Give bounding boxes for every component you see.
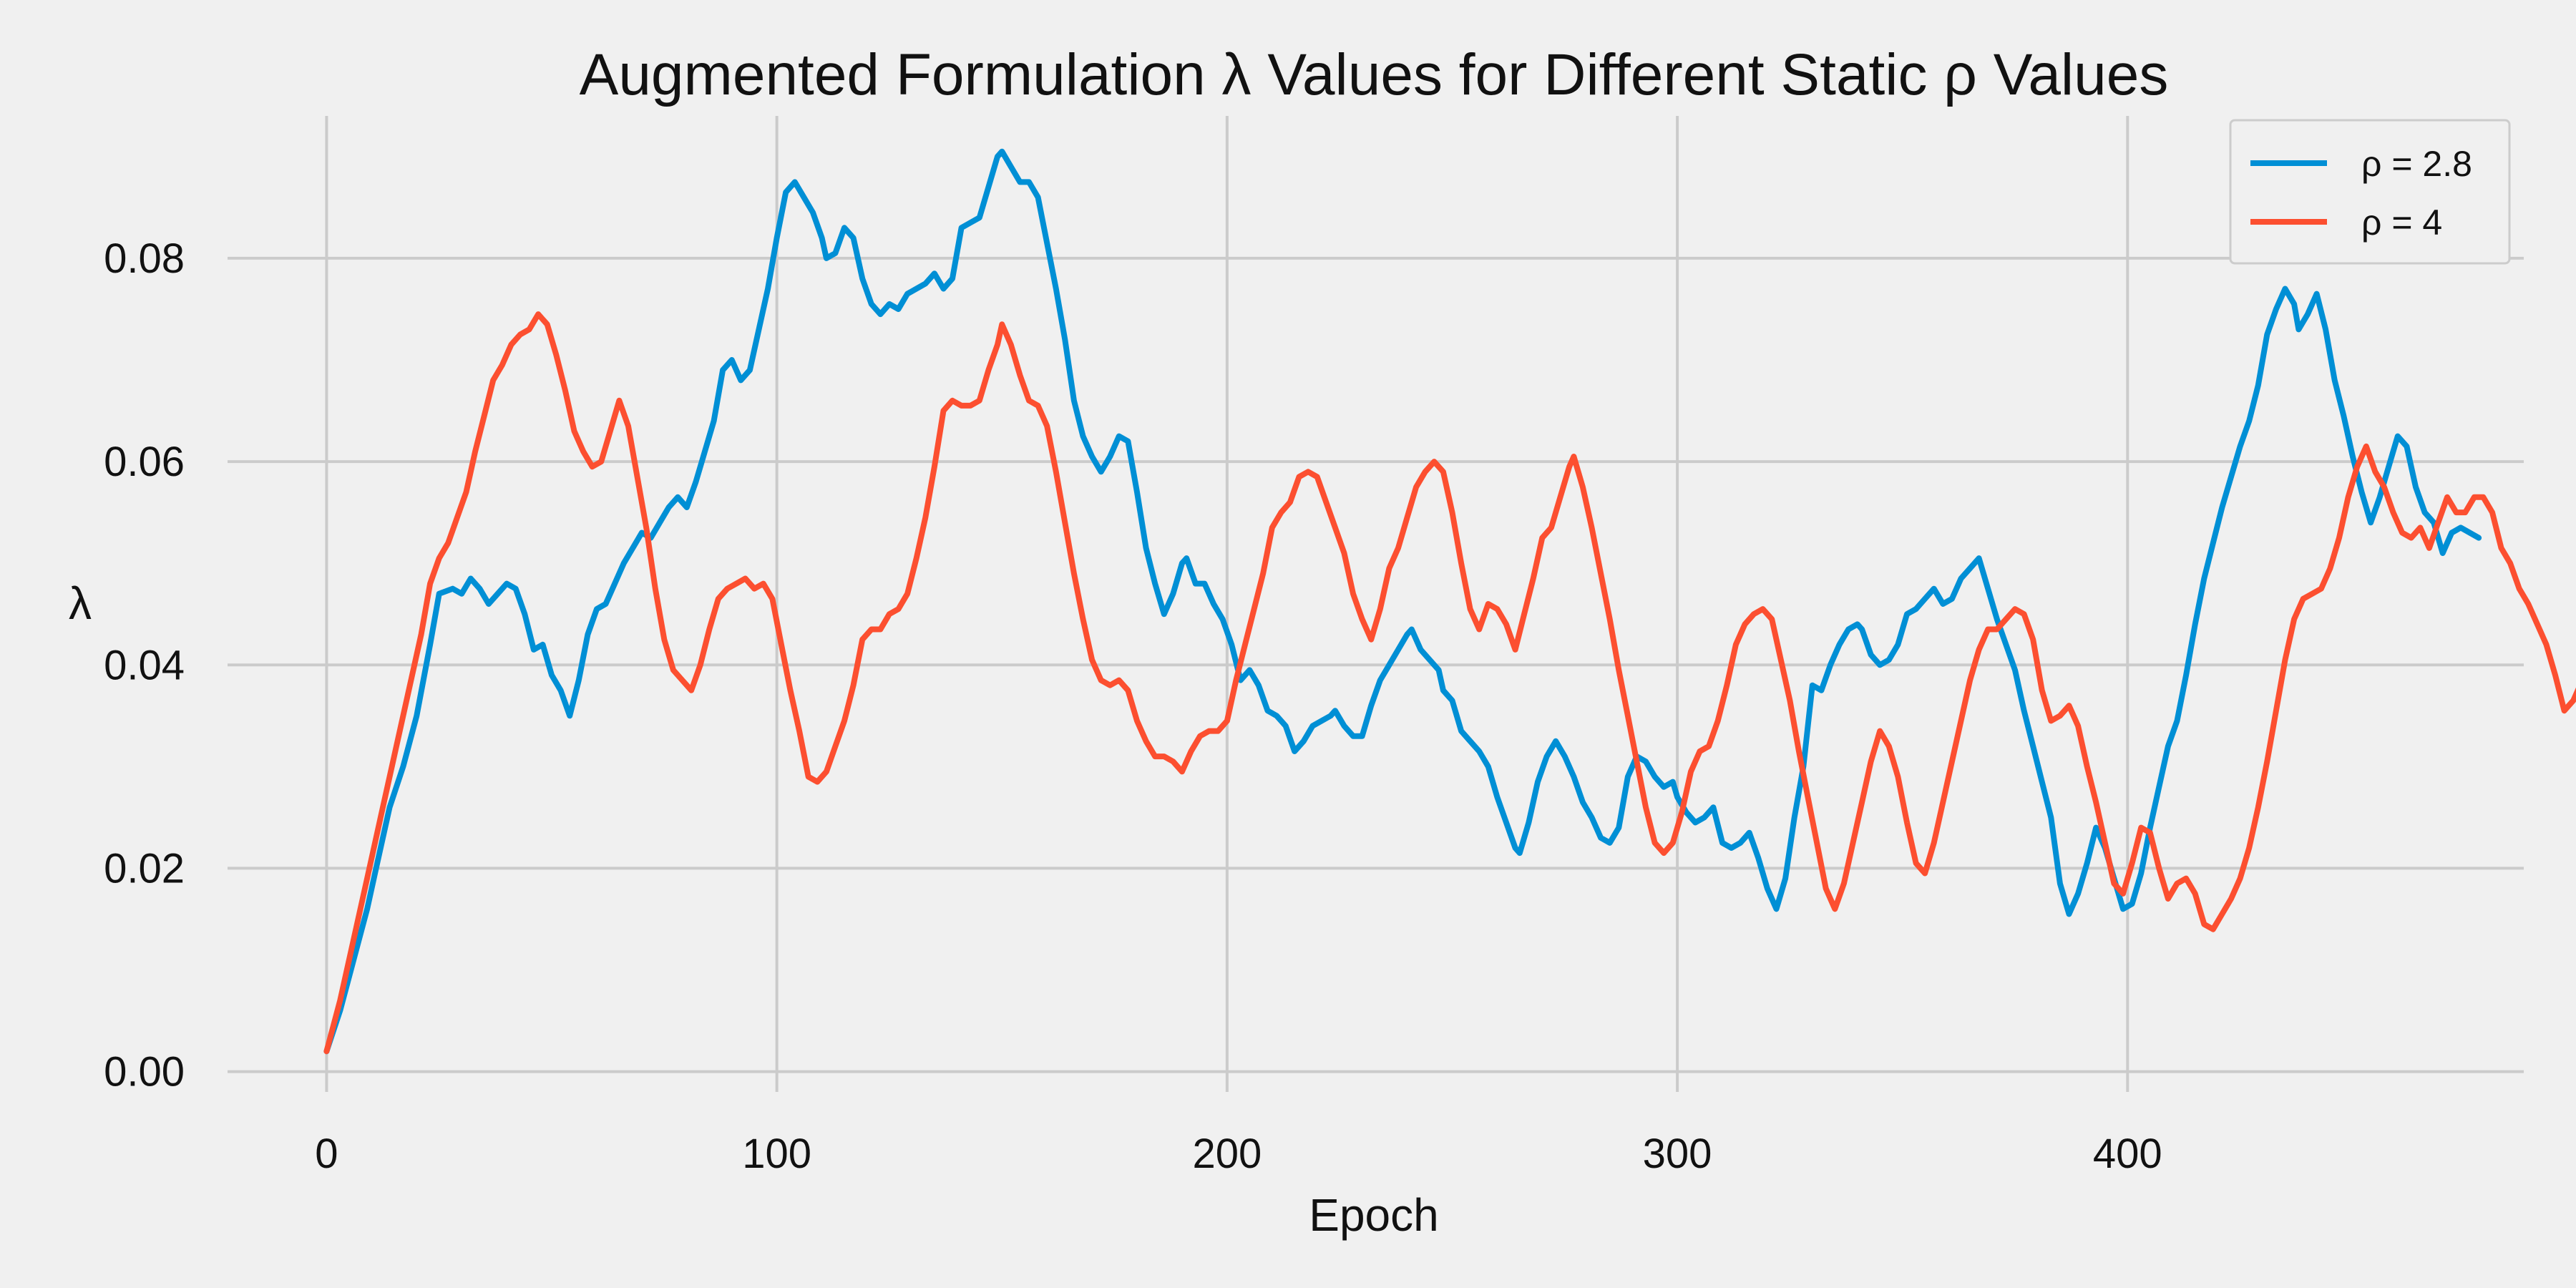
y-axis-ticks: 0.00 0.02 0.04 0.06 0.08 <box>104 235 185 1096</box>
x-tick-label: 400 <box>2093 1131 2162 1177</box>
x-tick-label: 100 <box>742 1131 811 1177</box>
legend-label-rho-2-8: ρ = 2.8 <box>2361 144 2472 184</box>
y-tick-label: 0.06 <box>104 439 185 485</box>
x-tick-label: 0 <box>315 1131 338 1177</box>
chart-title: Augmented Formulation λ Values for Diffe… <box>580 42 2169 107</box>
y-tick-label: 0.08 <box>104 235 185 282</box>
series-line-rho-4 <box>323 311 2576 1055</box>
y-axis-label: λ <box>69 577 92 629</box>
legend-label-rho-4: ρ = 4 <box>2361 203 2442 243</box>
legend-box <box>2229 119 2511 265</box>
x-tick-label: 200 <box>1192 1131 1262 1177</box>
x-axis-label: Epoch <box>1309 1189 1438 1241</box>
series-line-rho-2-8 <box>323 148 2482 1055</box>
y-tick-label: 0.00 <box>104 1049 185 1096</box>
legend: ρ = 2.8 ρ = 4 <box>2229 119 2511 265</box>
y-tick-label: 0.04 <box>104 642 185 688</box>
series-layer <box>323 148 2576 1055</box>
x-tick-label: 300 <box>1643 1131 1712 1177</box>
y-tick-label: 0.02 <box>104 845 185 892</box>
x-axis-ticks: 0 100 200 300 400 <box>315 1131 2162 1177</box>
